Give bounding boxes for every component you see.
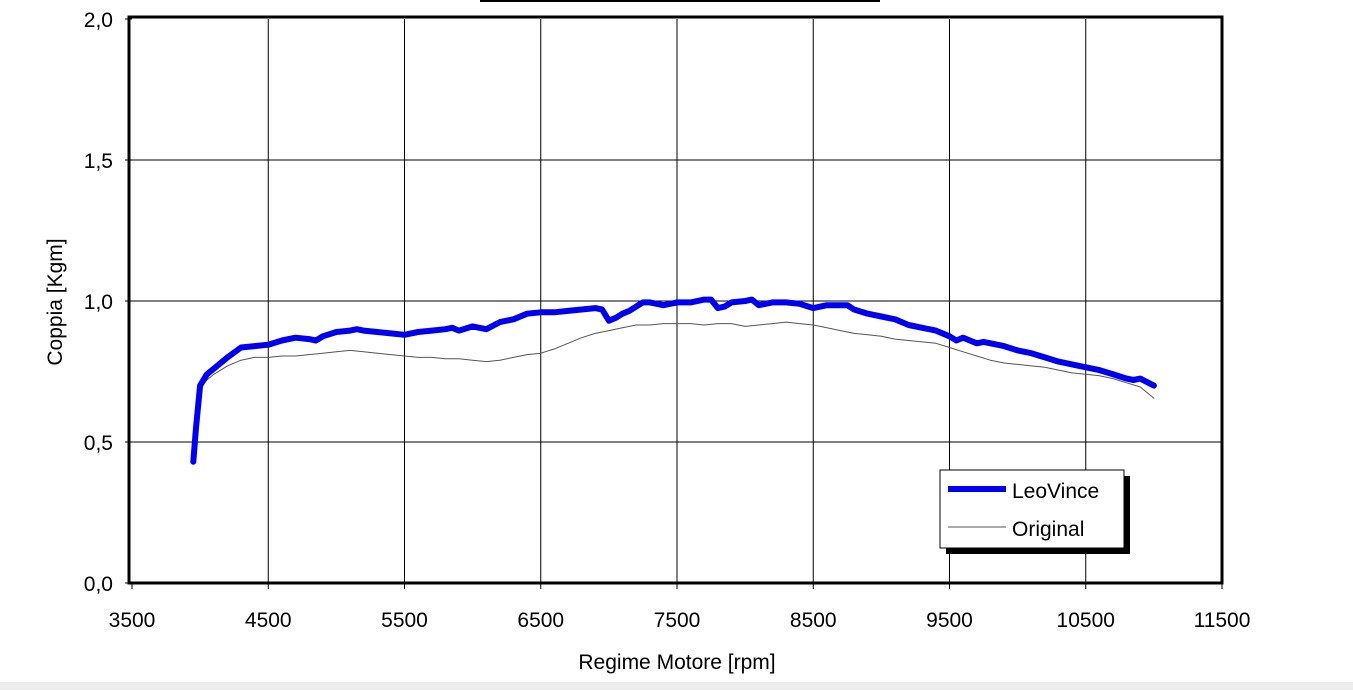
y-tick-label: 0,0 — [84, 573, 113, 596]
x-tick-label: 5500 — [381, 609, 428, 632]
legend: LeoVince Original — [939, 469, 1130, 554]
x-tick-label: 9500 — [926, 609, 973, 632]
x-tick-label: 6500 — [517, 609, 564, 632]
series-line-leovince — [190, 296, 1157, 465]
x-tick-label: 10500 — [1057, 609, 1115, 632]
legend-label-leovince: LeoVince — [1012, 480, 1099, 503]
y-axis-label: Coppia [Kgm] — [44, 238, 67, 365]
x-tick-label: 8500 — [790, 609, 837, 632]
window-bottom-strip — [0, 682, 1353, 690]
x-axis-label: Regime Motore [rpm] — [578, 651, 775, 674]
x-tick-label: 3500 — [109, 609, 156, 632]
plot-frame — [127, 15, 1224, 585]
x-tick-labels: 3500 4500 5500 6500 7500 8500 9500 10500 11500 — [109, 609, 1251, 632]
y-tick-label: 2,0 — [84, 9, 113, 32]
x-tick-label: 4500 — [245, 609, 292, 632]
legend-box — [939, 469, 1125, 549]
y-tick-label: 1,5 — [84, 150, 113, 173]
series-lines — [190, 296, 1157, 465]
y-tick-labels: 0,0 0,5 1,0 1,5 2,0 — [84, 9, 113, 596]
x-tick-label: 11500 — [1194, 609, 1251, 632]
series-line-original — [192, 321, 1155, 463]
x-tick-label: 7500 — [654, 609, 701, 632]
y-tick-label: 0,5 — [84, 432, 113, 455]
legend-label-original: Original — [1012, 518, 1084, 541]
y-tick-label: 1,0 — [84, 291, 113, 314]
